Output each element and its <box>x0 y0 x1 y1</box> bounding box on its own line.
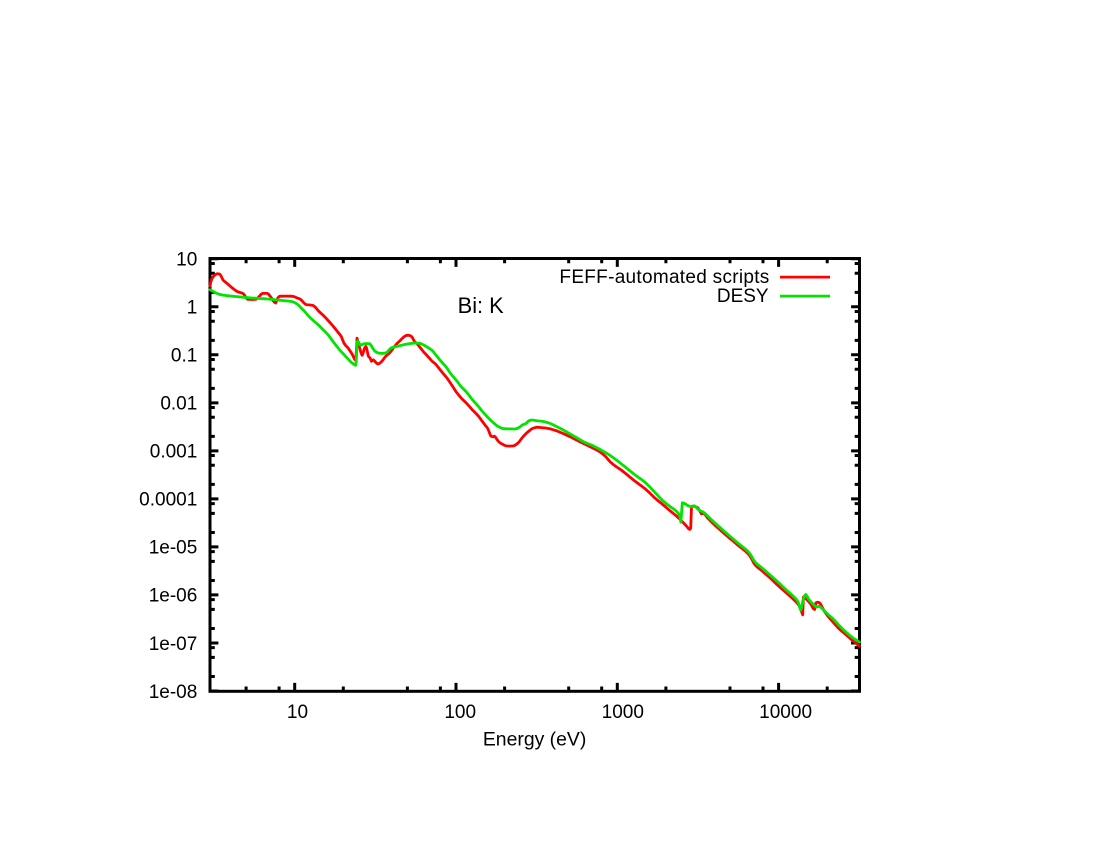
svg-text:Bi: K: Bi: K <box>458 293 504 318</box>
svg-text:1e-06: 1e-06 <box>149 586 198 607</box>
svg-text:DESY: DESY <box>717 286 769 307</box>
svg-text:10: 10 <box>176 250 197 271</box>
svg-text:100: 100 <box>444 702 476 723</box>
svg-text:Energy (eV): Energy (eV) <box>483 728 586 750</box>
svg-text:1e-05: 1e-05 <box>149 538 198 559</box>
svg-text:0.001: 0.001 <box>150 442 198 463</box>
svg-text:1e-08: 1e-08 <box>149 682 198 703</box>
svg-text:1000: 1000 <box>602 702 644 723</box>
svg-text:0.01: 0.01 <box>160 394 197 415</box>
svg-text:10000: 10000 <box>759 702 812 723</box>
svg-text:1: 1 <box>187 298 198 319</box>
svg-text:10: 10 <box>287 702 308 723</box>
svg-text:FEFF-automated scripts: FEFF-automated scripts <box>559 267 769 288</box>
svg-text:0.1: 0.1 <box>171 346 197 367</box>
svg-text:1e-07: 1e-07 <box>149 634 198 655</box>
svg-text:0.0001: 0.0001 <box>139 490 197 511</box>
